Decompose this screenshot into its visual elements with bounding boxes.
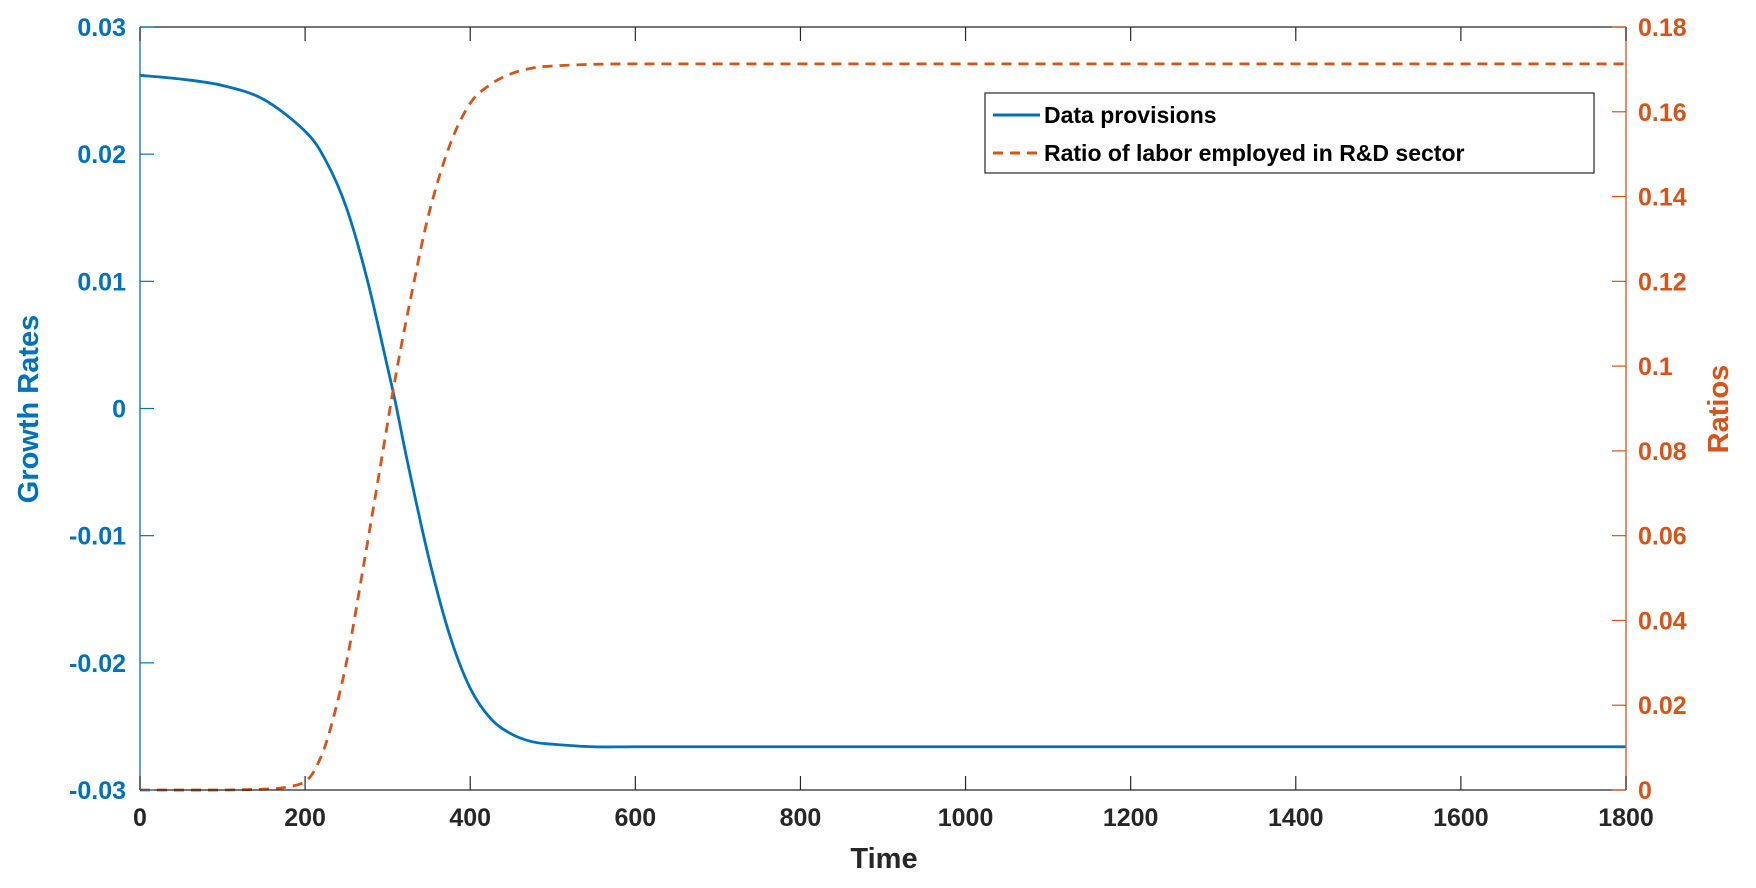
legend-label-ratio-of-labor: Ratio of labor employed in R&D sector: [1044, 140, 1464, 166]
x-tick-label: 1200: [1103, 804, 1159, 832]
x-tick-label: 0: [133, 804, 147, 832]
tick-labels: 0 200 400 600 800 1000 1200 1400 1600 1800 -0.03 -0…: [69, 14, 1687, 832]
x-tick-label: 800: [780, 804, 822, 832]
legend-box: [984, 92, 1595, 174]
left-y-tick-label: 0: [112, 396, 126, 424]
right-y-tick-label: 0.18: [1638, 14, 1687, 42]
plot-area: [139, 62, 1626, 792]
right-y-tick-label: 0: [1638, 777, 1652, 805]
right-y-tick-label: 0.04: [1638, 607, 1687, 635]
left-y-tick-label: -0.03: [69, 777, 126, 805]
left-axis-title: Growth Rates: [13, 315, 45, 504]
right-axis-title: Ratios: [1703, 365, 1735, 454]
right-y-tick-label: 0.14: [1638, 184, 1687, 212]
x-tick-label: 1400: [1268, 804, 1324, 832]
left-y-tick-label: 0.01: [77, 268, 126, 296]
right-y-tick-label: 0.02: [1638, 692, 1687, 720]
x-tick-label: 200: [284, 804, 326, 832]
right-y-tick-label: 0.16: [1638, 99, 1687, 127]
x-tick-label: 1000: [938, 804, 994, 832]
series-line-data-provisions: [139, 73, 1626, 749]
right-y-tick-label: 0.06: [1638, 523, 1687, 551]
legend: Data provisions Ratio of labor employed …: [984, 92, 1595, 174]
axes: [139, 26, 1627, 791]
left-y-tick-label: -0.01: [69, 523, 126, 551]
x-tick-label: 600: [614, 804, 656, 832]
right-y-tick-label: 0.08: [1638, 438, 1687, 466]
left-y-tick-label: -0.02: [69, 650, 126, 678]
right-y-tick-label: 0.12: [1638, 268, 1687, 296]
series-line-ratio-of-labor: [139, 62, 1626, 792]
right-y-tick-label: 0.1: [1638, 353, 1673, 381]
x-tick-label: 1600: [1433, 804, 1489, 832]
x-tick-label: 400: [449, 804, 491, 832]
x-tick-label: 1800: [1598, 804, 1654, 832]
left-y-tick-label: 0.03: [77, 14, 126, 42]
left-y-tick-label: 0.02: [77, 141, 126, 169]
x-axis-title: Time: [850, 843, 917, 875]
legend-label-data-provisions: Data provisions: [1044, 102, 1217, 128]
